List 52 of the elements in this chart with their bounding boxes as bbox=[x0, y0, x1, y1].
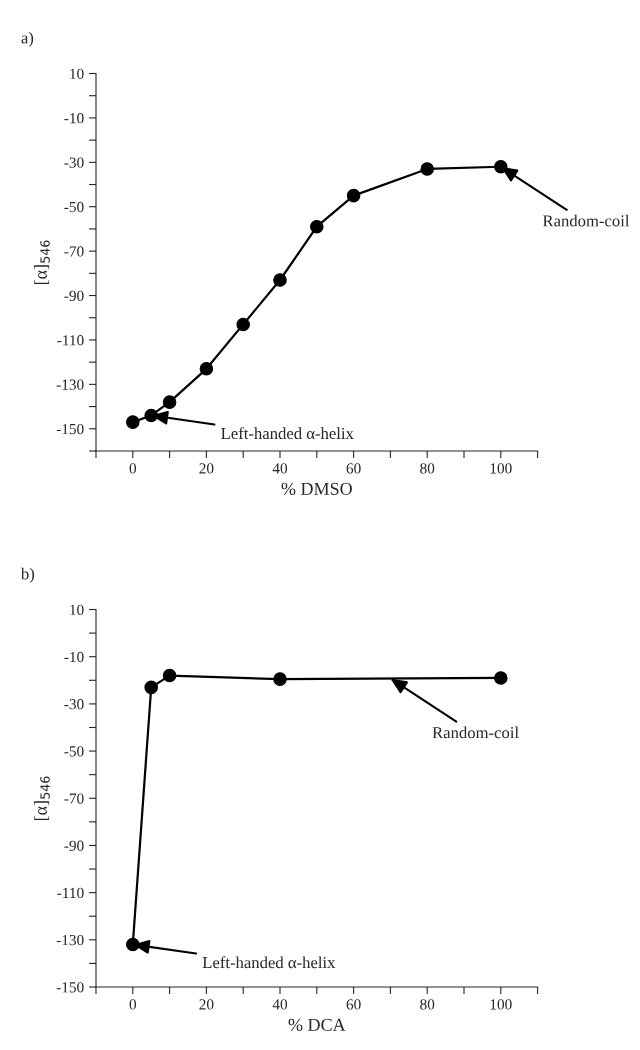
y-tick-label: -150 bbox=[56, 423, 84, 435]
y-tick-label: -90 bbox=[64, 840, 84, 851]
y-tick-label: -50 bbox=[64, 746, 84, 757]
point bbox=[162, 668, 177, 683]
point bbox=[162, 395, 177, 409]
x-tick-label: 40 bbox=[272, 463, 288, 474]
y-axis-title: [α]$_{546}$ bbox=[34, 240, 50, 285]
x-tick-label: 60 bbox=[346, 463, 361, 474]
y-tick-label: -90 bbox=[64, 290, 84, 301]
x-tick-label: 100 bbox=[490, 463, 512, 474]
x-tick-label: 0 bbox=[129, 999, 137, 1010]
y-tick-label: -110 bbox=[57, 887, 84, 899]
x-tick-label: 0 bbox=[129, 463, 137, 474]
y-tick-label: -30 bbox=[64, 699, 84, 710]
point bbox=[236, 317, 250, 332]
point bbox=[199, 362, 214, 376]
text: a) bbox=[21, 31, 34, 47]
annotation: Random-coil bbox=[432, 726, 519, 739]
y-tick-label: -50 bbox=[64, 201, 84, 213]
point bbox=[310, 219, 324, 234]
annotation: Left-handed α-helix bbox=[202, 956, 336, 969]
y-tick-label: 10 bbox=[70, 68, 84, 79]
x-tick-label: 80 bbox=[420, 463, 435, 474]
point bbox=[144, 680, 158, 695]
annotation: Left-handed α-helix bbox=[221, 427, 354, 440]
y-tick-label: -130 bbox=[56, 934, 84, 946]
point bbox=[273, 672, 287, 686]
y-tick-label: -110 bbox=[57, 335, 84, 346]
text: b) bbox=[20, 567, 35, 583]
x-tick-label: 60 bbox=[346, 999, 361, 1010]
x-tick-label: 100 bbox=[490, 999, 512, 1010]
y-tick-label: -130 bbox=[56, 379, 84, 390]
x-tick-label: 40 bbox=[272, 999, 288, 1010]
annotation: Random-coil bbox=[542, 214, 630, 227]
point bbox=[420, 162, 434, 176]
point bbox=[126, 415, 140, 429]
y-tick-label: -10 bbox=[64, 113, 84, 124]
x-tick-label: 20 bbox=[199, 463, 214, 474]
y-tick-label: -30 bbox=[64, 157, 84, 168]
y-axis-title: [α]$_{546}$ bbox=[34, 776, 50, 821]
x-tick-label: 80 bbox=[420, 999, 435, 1010]
x-tick-label: 20 bbox=[199, 999, 214, 1010]
y-tick-label: -70 bbox=[64, 793, 84, 804]
y-tick-label: -70 bbox=[64, 246, 84, 257]
point bbox=[273, 273, 287, 287]
point bbox=[494, 671, 508, 685]
y-tick-label: 10 bbox=[70, 604, 84, 615]
y-tick-label: -10 bbox=[64, 651, 84, 663]
point bbox=[346, 188, 361, 203]
x-axis-title: % DCA bbox=[288, 1018, 346, 1031]
y-tick-label: -150 bbox=[56, 982, 84, 993]
x-axis-title: % DMSO bbox=[281, 482, 352, 495]
